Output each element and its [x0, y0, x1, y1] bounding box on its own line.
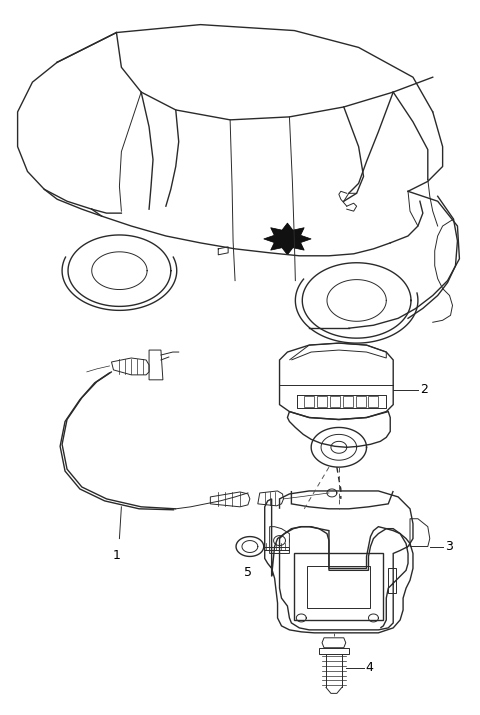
Text: 4: 4	[366, 661, 373, 674]
Text: 2: 2	[420, 383, 428, 396]
Text: 3: 3	[444, 540, 453, 553]
Text: 5: 5	[244, 566, 252, 579]
Text: 1: 1	[112, 548, 120, 561]
Polygon shape	[264, 223, 311, 255]
